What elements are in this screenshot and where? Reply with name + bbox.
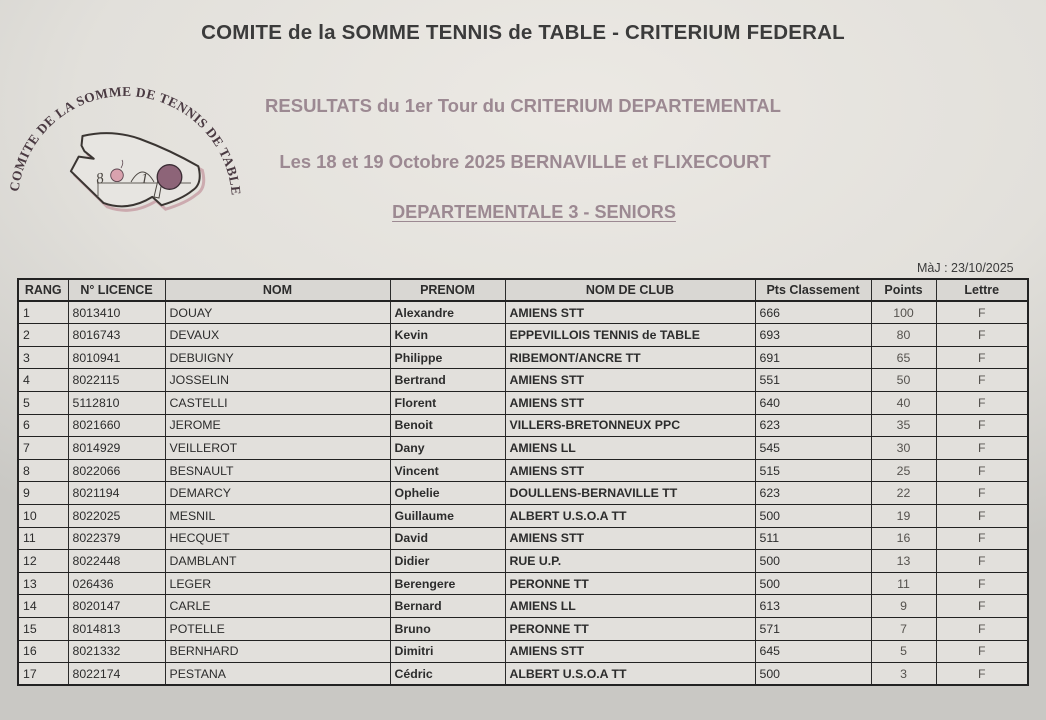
- svg-text:1: 1: [141, 171, 149, 187]
